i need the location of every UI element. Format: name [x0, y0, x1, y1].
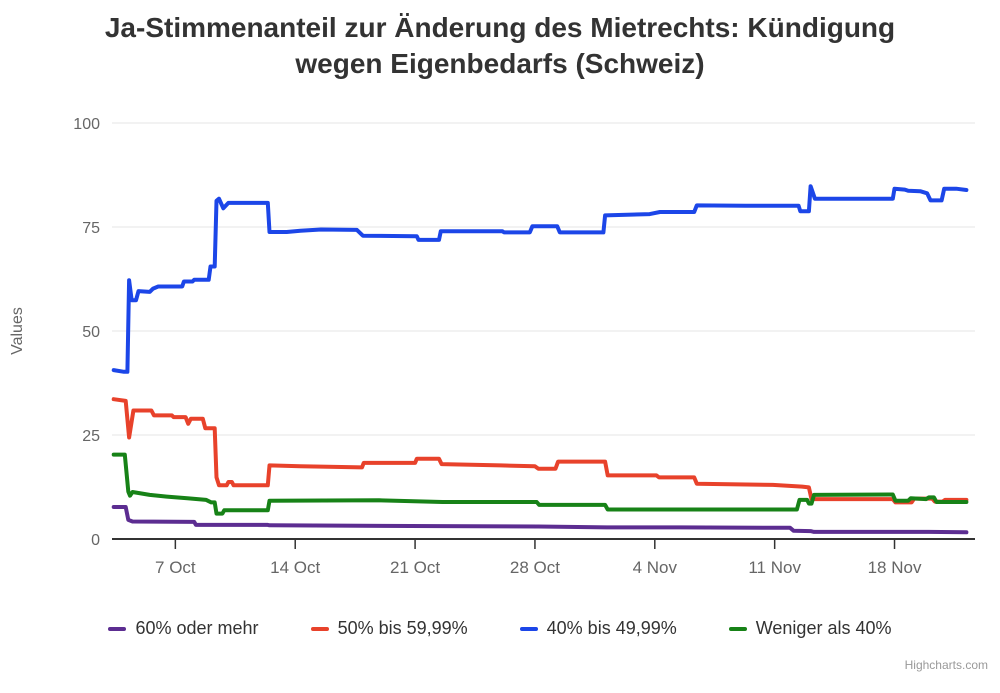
- x-axis-label: 11 Nov: [748, 558, 801, 577]
- legend-label: 40% bis 49,99%: [546, 618, 677, 638]
- legend: 60% oder mehr 50% bis 59,99% 40% bis 49,…: [0, 618, 1000, 639]
- x-axis-label: 7 Oct: [155, 558, 196, 577]
- legend-item-weniger-als-40[interactable]: Weniger als 40%: [728, 618, 892, 639]
- y-axis-label: 75: [82, 220, 100, 237]
- legend-marker-60-oder-mehr: [108, 626, 127, 631]
- legend-item-40-bis-49[interactable]: 40% bis 49,99%: [519, 618, 677, 639]
- y-axis-label: 50: [82, 324, 100, 341]
- legend-label: Weniger als 40%: [755, 618, 892, 638]
- x-axis-label: 28 Oct: [510, 558, 560, 577]
- y-axis-label: 25: [82, 428, 100, 445]
- series-line-1[interactable]: [111, 397, 969, 505]
- highcharts-credits[interactable]: Highcharts.com: [904, 658, 988, 672]
- series-line-3[interactable]: [111, 452, 969, 516]
- x-axis-label: 21 Oct: [390, 558, 440, 577]
- legend-label: 60% oder mehr: [135, 618, 259, 638]
- y-axis-label: 0: [91, 532, 100, 549]
- series-line-0[interactable]: [111, 505, 969, 535]
- legend-marker-40-bis-49: [519, 626, 538, 631]
- plot-area: 0 25 50 75 100 7 Oct 14 Oct 21 Oct 28 Oct 4 Nov 11…: [73, 116, 975, 577]
- legend-marker-weniger-als-40: [728, 626, 747, 631]
- x-axis-label: 18 Nov: [868, 558, 922, 577]
- legend-label: 50% bis 59,99%: [337, 618, 468, 638]
- x-axis-label: 14 Oct: [270, 558, 320, 577]
- y-axis-label: 100: [73, 116, 100, 133]
- legend-item-50-bis-59[interactable]: 50% bis 59,99%: [310, 618, 468, 639]
- legend-item-60-oder-mehr[interactable]: 60% oder mehr: [108, 618, 259, 639]
- x-axis-label: 4 Nov: [633, 558, 678, 577]
- chart-title: Ja-Stimmenanteil zur Änderung des Mietre…: [104, 12, 896, 80]
- series-line-2[interactable]: [111, 184, 969, 374]
- legend-marker-50-bis-59: [310, 626, 329, 631]
